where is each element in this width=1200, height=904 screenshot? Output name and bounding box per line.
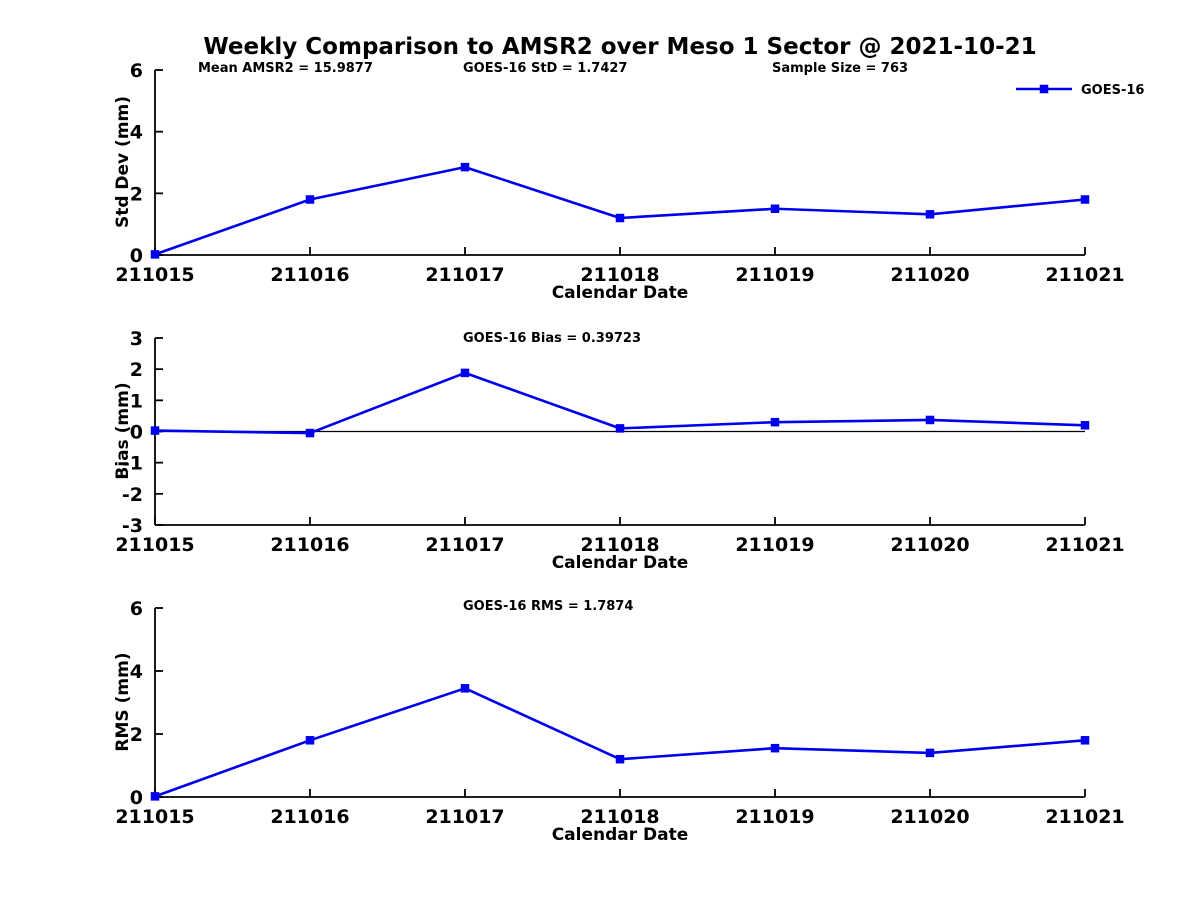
x-tick-label: 211015 [115, 806, 194, 828]
x-tick-label: 211016 [270, 534, 349, 556]
x-tick-label: 211015 [115, 264, 194, 286]
data-point-marker [770, 417, 780, 427]
y-tick-label: 1 [130, 390, 143, 412]
data-point-marker [305, 736, 315, 745]
x-tick-label: 211016 [270, 264, 349, 286]
x-tick-label: 211018 [580, 534, 659, 556]
y-tick-label: 0 [130, 245, 143, 267]
data-point-marker [1080, 736, 1090, 745]
annotation-sample-size: Sample Size = 763 [772, 61, 908, 76]
annotation-goes16-std: GOES-16 StD = 1.7427 [463, 61, 627, 76]
x-tick-label: 211021 [1045, 264, 1124, 286]
x-tick-label: 211018 [580, 806, 659, 828]
y-tick-label: 6 [130, 598, 143, 620]
y-tick-label: 4 [130, 122, 143, 144]
x-tick-label: 211019 [735, 534, 814, 556]
y-tick-label: 6 [130, 60, 143, 82]
subplot-rms-title: GOES-16 RMS = 1.7874 [463, 599, 633, 614]
x-tick-label: 211017 [425, 806, 504, 828]
y-tick-label: 0 [130, 787, 143, 809]
y-tick-label: 2 [130, 359, 143, 381]
legend-square-marker-icon [1039, 84, 1049, 94]
x-tick-label: 211016 [270, 806, 349, 828]
subplot-bias-ylabel: Bias (mm) [113, 382, 133, 479]
y-tick-label: 4 [130, 661, 143, 683]
y-tick-label: 3 [130, 328, 143, 350]
series-line [154, 371, 1086, 435]
x-tick-label: 211020 [890, 806, 969, 828]
x-tick-label: 211017 [425, 534, 504, 556]
legend: GOES-16 [1016, 83, 1144, 98]
x-tick-label: 211019 [735, 264, 814, 286]
data-point-marker [150, 426, 160, 435]
data-point-marker [150, 792, 160, 801]
data-point-marker [460, 162, 470, 172]
series-line [154, 687, 1086, 798]
x-tick-label: 211017 [425, 264, 504, 286]
data-point-marker [925, 415, 935, 425]
data-point-marker [615, 424, 625, 433]
x-tick-label: 211018 [580, 264, 659, 286]
data-point-marker [770, 743, 780, 753]
data-point-marker [460, 684, 470, 693]
subplot-bias-xlabel: Calendar Date [552, 553, 689, 573]
data-point-marker [305, 195, 315, 204]
x-tick-label: 211019 [735, 806, 814, 828]
data-point-marker [460, 368, 470, 378]
x-tick-label: 211021 [1045, 534, 1124, 556]
data-point-marker [925, 210, 935, 219]
y-tick-label: -2 [122, 484, 143, 506]
subplot-bias-title: GOES-16 Bias = 0.39723 [463, 331, 641, 346]
subplot-std-dev-ylabel: Std Dev (mm) [113, 96, 133, 228]
annotation-mean-amsr2: Mean AMSR2 = 15.9877 [198, 61, 373, 76]
series-line [154, 165, 1086, 256]
y-tick-label: -1 [122, 453, 143, 475]
subplot-bias: -3 -2 -1 0 1 2 3 211015 211016 211017 211018 211019… [115, 328, 1124, 556]
subplot-rms: 0 2 4 6 211015 211016 211017 211018 211019 211020… [115, 598, 1124, 828]
data-point-marker [305, 428, 315, 438]
data-point-marker [615, 754, 625, 764]
y-tick-label: 2 [130, 724, 143, 746]
y-tick-label: 2 [130, 183, 143, 205]
y-tick-label: 0 [130, 422, 143, 444]
subplot-std-dev: 0 2 4 6 211015 211016 211017 211018 211019 211020… [115, 60, 1124, 286]
x-tick-label: 211021 [1045, 806, 1124, 828]
data-point-marker [925, 748, 935, 758]
x-tick-label: 211020 [890, 264, 969, 286]
y-tick-label: -3 [122, 515, 143, 537]
data-point-marker [150, 250, 160, 259]
x-tick-label: 211020 [890, 534, 969, 556]
data-point-marker [1080, 421, 1090, 430]
x-tick-label: 211015 [115, 534, 194, 556]
data-point-marker [615, 213, 625, 223]
subplot-rms-ylabel: RMS (mm) [113, 652, 133, 751]
figure-title: Weekly Comparison to AMSR2 over Meso 1 S… [203, 34, 1036, 60]
subplot-std-dev-xlabel: Calendar Date [552, 283, 689, 303]
subplot-rms-xlabel: Calendar Date [552, 825, 689, 845]
data-point-marker [770, 204, 780, 213]
legend-label: GOES-16 [1081, 83, 1144, 98]
data-point-marker [1080, 195, 1090, 204]
